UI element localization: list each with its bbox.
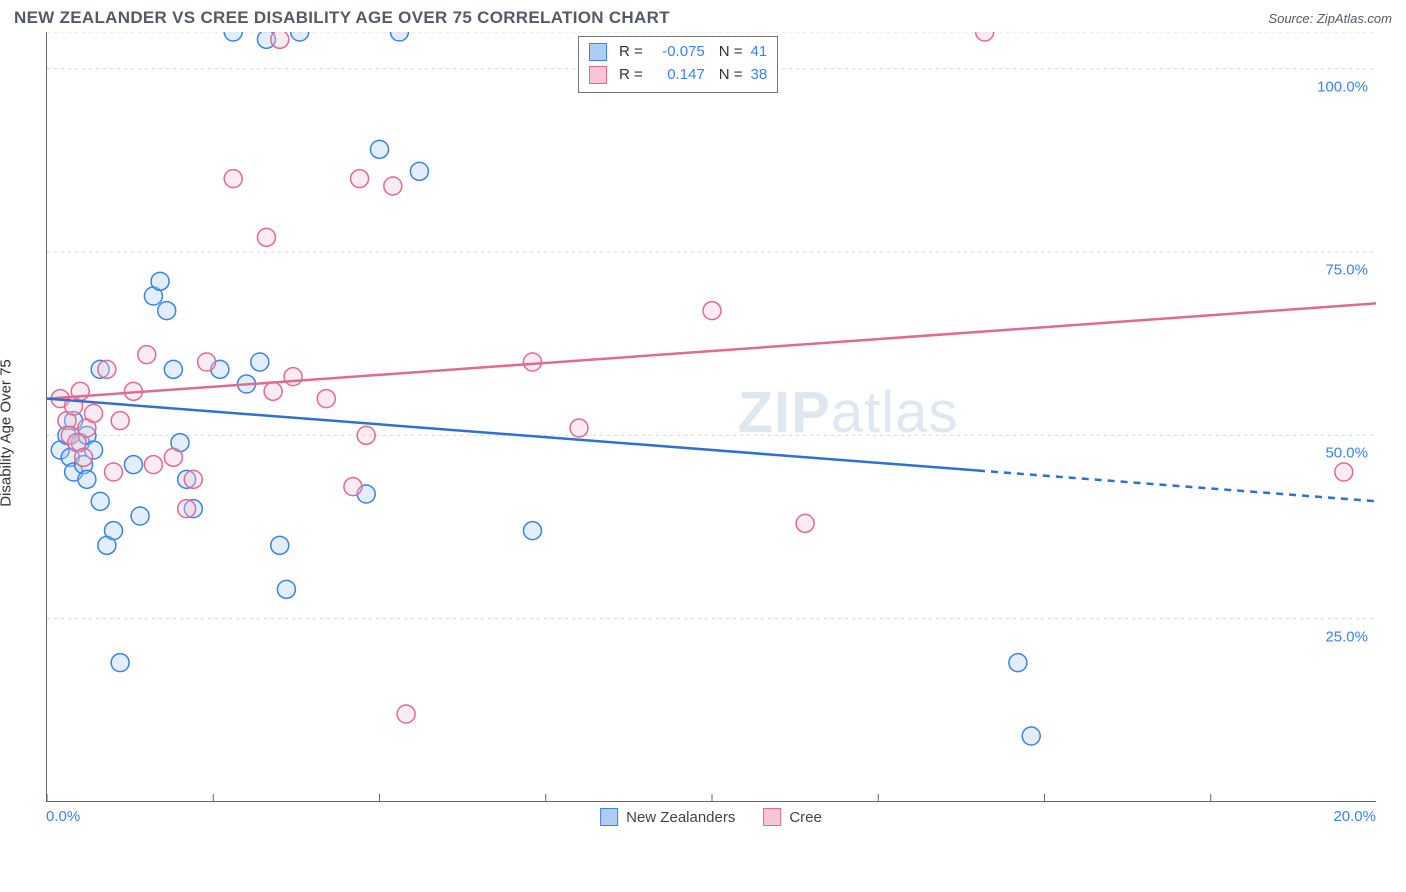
cree-point [105,463,123,481]
cree-point [184,470,202,488]
bottom-legend: New Zealanders Cree [600,808,822,826]
chart-title: NEW ZEALANDER VS CREE DISABILITY AGE OVE… [14,8,670,28]
cree-point [257,228,275,246]
cree-point [570,419,588,437]
cree-point [796,514,814,532]
n-value: 38 [751,64,768,87]
cree-point [1335,463,1353,481]
y-axis-label: Disability Age Over 75 [0,359,15,507]
cree-point [384,177,402,195]
nz-point [1022,727,1040,745]
cree-point [85,404,103,422]
nz-point [111,654,129,672]
r-value: 0.147 [651,64,705,87]
cree-point [144,456,162,474]
nz-point [390,32,408,41]
legend-label: New Zealanders [626,809,735,826]
cree-point [344,478,362,496]
x-tick-label: 0.0% [46,808,80,825]
nz-point [271,536,289,554]
nz-point [158,302,176,320]
legend-item-nz: New Zealanders [600,808,735,826]
nz-point [131,507,149,525]
nz-point [164,360,182,378]
n-value: 41 [751,41,768,64]
cree-point [351,170,369,188]
nz-point [151,272,169,290]
legend-label: Cree [789,809,822,826]
cree-point [224,170,242,188]
swatch-cree [589,66,607,84]
nz-point [410,162,428,180]
header: NEW ZEALANDER VS CREE DISABILITY AGE OVE… [0,0,1406,32]
swatch-cree [763,808,781,826]
plot-area: 25.0%50.0%75.0%100.0%ZIPatlasR =-0.075N … [46,32,1376,802]
cree-point [98,360,116,378]
y-tick-label: 25.0% [1325,628,1368,645]
cree-point [164,448,182,466]
nz-point [371,140,389,158]
r-label: R = [619,41,643,64]
cree-point [75,448,93,466]
swatch-nz [589,43,607,61]
nz-point [523,522,541,540]
stats-box: R = -0.075 N = 41 R = 0.147 N = 38 [578,36,778,93]
nz-point [291,32,309,41]
cree-point [523,353,541,371]
chart-container: Disability Age Over 75 25.0%50.0%75.0%10… [14,32,1392,834]
n-label: N = [719,41,743,64]
stats-row-cree: R = 0.147 N = 38 [589,64,767,87]
nz-point [78,470,96,488]
nz-point [251,353,269,371]
cree-point [317,390,335,408]
cree-point [703,302,721,320]
stats-row-nz: R = -0.075 N = 41 [589,41,767,64]
nz-point [277,580,295,598]
trend-line [47,399,1376,502]
source-attribution: Source: ZipAtlas.com [1268,11,1392,26]
cree-point [264,382,282,400]
cree-point [284,368,302,386]
cree-point [138,346,156,364]
legend-item-cree: Cree [763,808,822,826]
y-tick-label: 75.0% [1325,262,1368,279]
n-label: N = [719,64,743,87]
source-name: ZipAtlas.com [1317,11,1392,26]
nz-point [1009,654,1027,672]
r-label: R = [619,64,643,87]
y-tick-label: 50.0% [1325,445,1368,462]
scatter-plot [46,32,1376,802]
cree-point [397,705,415,723]
nz-point [224,32,242,41]
r-value: -0.075 [651,41,705,64]
cree-point [198,353,216,371]
cree-point [976,32,994,41]
nz-point [91,492,109,510]
y-tick-label: 100.0% [1317,78,1368,95]
cree-point [271,32,289,48]
x-tick-label: 20.0% [1333,808,1376,825]
cree-point [357,426,375,444]
cree-point [178,500,196,518]
source-label: Source: [1268,11,1313,26]
x-axis-row: 0.0% 20.0% New Zealanders Cree [46,802,1376,834]
cree-point [111,412,129,430]
nz-point [124,456,142,474]
nz-point [105,522,123,540]
swatch-nz [600,808,618,826]
